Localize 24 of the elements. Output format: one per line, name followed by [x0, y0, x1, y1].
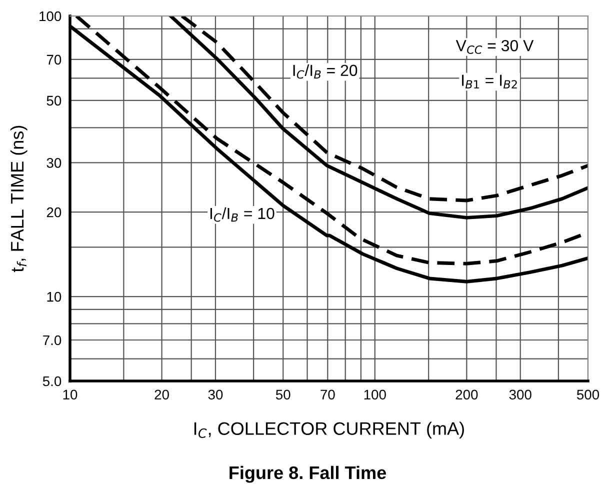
annotation: I$_{C}$/I$_{B}$ = 10: [210, 207, 274, 222]
x-tick-label: 70: [320, 390, 335, 400]
y-axis-title: t$_{f}$, FALL TIME (ns): [10, 126, 28, 272]
x-tick-label: 10: [63, 390, 78, 400]
y-tick-label: 70: [46, 54, 62, 65]
x-tick-label: 30: [208, 390, 223, 400]
annotation: I$_{C}$/I$_{B}$ = 20: [293, 64, 358, 79]
x-tick-label: 20: [154, 390, 169, 400]
y-tick-label: 10: [47, 292, 62, 302]
annotation: V$_{CC}$ = 30 V: [456, 40, 534, 54]
y-tick-label: 7.0: [43, 335, 62, 346]
text: Figure 8. Fall Time: [230, 466, 386, 483]
y-tick-label: 50: [46, 96, 62, 106]
x-axis-title: I$_{C}$, COLLECTOR CURRENT (mA): [194, 422, 464, 439]
x-tick-label: 500: [576, 390, 600, 400]
x-tick-label: 50: [276, 390, 290, 400]
x-tick-label: 100: [364, 390, 386, 400]
x-tick-label: 300: [509, 390, 532, 400]
y-tick-label: 30: [46, 158, 62, 168]
y-tick-label: 100: [40, 11, 62, 22]
x-tick-label: 200: [456, 390, 478, 400]
y-tick-label: 5.0: [42, 376, 62, 386]
annotation: I$_{B1}$ = I$_{B2}$: [462, 74, 517, 88]
y-tick-label: 20: [46, 207, 62, 218]
